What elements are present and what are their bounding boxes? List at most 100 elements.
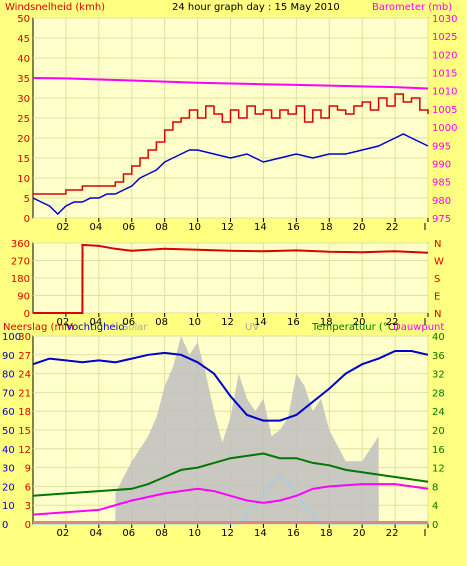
humidity-y-tick-label: 30 (2, 464, 15, 475)
wind-speed-y-tick-label: 40 (17, 54, 30, 65)
rain-baseline-band (33, 521, 428, 524)
barometer-y-tick-label: 1025 (432, 32, 457, 43)
climate-x-tick-label: 12 (221, 528, 234, 539)
direction-x-tick-label: 16 (287, 317, 300, 328)
direction-x-tick-label: 10 (188, 317, 201, 328)
wind-x-tick-label: 20 (353, 222, 366, 233)
wind-axis-label: Windsnelheid (kmh) (5, 2, 105, 13)
dewpoint-axis-label: Dauwpunt (393, 322, 444, 333)
uv-label: UV (245, 322, 259, 333)
climate-x-tick-label: 08 (155, 528, 168, 539)
wind-x-tick-label: 14 (254, 222, 267, 233)
wind-direction-series-line (33, 243, 429, 314)
barometer-y-tick-label: 1015 (432, 69, 457, 80)
direction-y-tick-label: 270 (11, 257, 30, 268)
direction-y-tick-label: 360 (11, 239, 30, 250)
dewpoint-series-line (32, 483, 429, 516)
solar-label: Solar (122, 322, 148, 333)
direction-x-tick-label: 12 (221, 317, 234, 328)
climate-x-tick-label: 06 (122, 528, 135, 539)
barometer-y-tick-label: 990 (432, 159, 451, 170)
wind-speed-y-tick-label: 25 (17, 114, 30, 125)
compass-letter: S (434, 274, 440, 285)
climate-x-tick-label: I (424, 528, 427, 539)
barometer-y-tick-label: 995 (432, 141, 451, 152)
wind-x-tick-label: 04 (89, 222, 102, 233)
temperature-series-line (32, 452, 429, 497)
direction-x-tick-label: 22 (386, 317, 399, 328)
rain-y-tick-label: 9 (25, 464, 31, 475)
rain-y-tick-label: 30 (18, 332, 31, 343)
humidity-y-tick-label: 80 (2, 370, 15, 381)
wind-speed-y-tick-label: 20 (17, 134, 30, 145)
barometer-y-tick-label: 1005 (432, 105, 457, 116)
barometer-y-tick-label: 1020 (432, 50, 457, 61)
wind-x-tick-label: 16 (287, 222, 300, 233)
direction-y-tick-label: 90 (17, 292, 30, 303)
direction-x-tick-label: 04 (89, 317, 102, 328)
uv-series-line (33, 476, 428, 525)
direction-y-tick-label: 0 (24, 309, 30, 320)
temperature-y-tick-label: 0 (432, 520, 438, 531)
climate-x-tick-label: 10 (188, 528, 201, 539)
barometer-y-tick-label: 975 (432, 214, 451, 225)
wind-speed-y-tick-label: 35 (17, 74, 30, 85)
humidity-y-tick-label: 90 (2, 351, 15, 362)
wind-x-tick-label: 08 (155, 222, 168, 233)
humidity-axis-label: Vochtigheid (66, 322, 125, 333)
humidity-y-tick-label: 60 (2, 407, 15, 418)
wind-avg-series-line (32, 133, 429, 216)
climate-panel: 02 04 06 08 10 12 14 16 18 20 22 I01020304050607080… (2, 332, 445, 539)
direction-x-tick-label: 06 (122, 317, 135, 328)
humidity-y-tick-label: 100 (2, 332, 21, 343)
compass-letter: N (434, 309, 441, 320)
direction-y-tick-label: 180 (11, 274, 30, 285)
temperature-y-tick-label: 4 (432, 501, 438, 512)
temperature-y-tick-label: 36 (432, 351, 445, 362)
compass-letter: N (434, 239, 441, 250)
rain-axis-label: Neerslag (mm (3, 322, 74, 333)
climate-x-tick-label: 16 (287, 528, 300, 539)
wind-x-tick-label: 18 (320, 222, 333, 233)
direction-x-tick-label: 02 (57, 317, 70, 328)
temperature-y-tick-label: 16 (432, 445, 445, 456)
graph-title: 24 hour graph day : 15 May 2010 (172, 2, 340, 13)
rain-y-tick-label: 6 (25, 482, 31, 493)
temperature-y-tick-label: 40 (432, 332, 445, 343)
wind-barometer-panel: 02 04 06 08 10 12 14 16 18 20 22 I05101520253035404… (17, 14, 457, 233)
barometer-y-tick-label: 1030 (432, 14, 457, 25)
rain-y-tick-label: 0 (25, 520, 31, 531)
wind-gust-series-line (33, 93, 429, 195)
temperature-y-tick-label: 8 (432, 482, 438, 493)
wind-speed-y-tick-label: 45 (17, 34, 30, 45)
rain-y-tick-label: 18 (18, 407, 31, 418)
wind-speed-y-tick-label: 10 (17, 174, 30, 185)
wind-x-tick-label: I (424, 222, 427, 233)
barometer-y-tick-label: 1000 (432, 123, 457, 134)
temperature-y-tick-label: 28 (432, 388, 445, 399)
barometer-axis-label: Barometer (mb) (372, 2, 452, 13)
climate-x-tick-label: 22 (386, 528, 399, 539)
rain-y-tick-label: 15 (18, 426, 31, 437)
temperature-y-tick-label: 32 (432, 370, 445, 381)
wind-x-tick-label: 22 (386, 222, 399, 233)
climate-x-tick-label: 14 (254, 528, 267, 539)
rain-y-tick-label: 24 (18, 370, 31, 381)
climate-x-tick-label: 18 (320, 528, 333, 539)
climate-x-tick-label: 04 (89, 528, 102, 539)
rain-y-tick-label: 27 (18, 351, 31, 362)
humidity-y-tick-label: 70 (2, 388, 15, 399)
wind-speed-y-tick-label: 5 (24, 194, 30, 205)
temperature-y-tick-label: 20 (432, 426, 445, 437)
rain-y-tick-label: 3 (25, 501, 31, 512)
barometer-y-tick-label: 985 (432, 178, 451, 189)
direction-x-tick-label: 08 (155, 317, 168, 328)
rain-y-tick-label: 12 (18, 445, 31, 456)
direction-x-tick-label: 18 (320, 317, 333, 328)
wind-speed-y-tick-label: 50 (17, 14, 30, 25)
humidity-series-line (32, 350, 429, 422)
humidity-y-tick-label: 0 (2, 520, 8, 531)
temperature-y-tick-label: 24 (432, 407, 445, 418)
wind-x-tick-label: 06 (122, 222, 135, 233)
